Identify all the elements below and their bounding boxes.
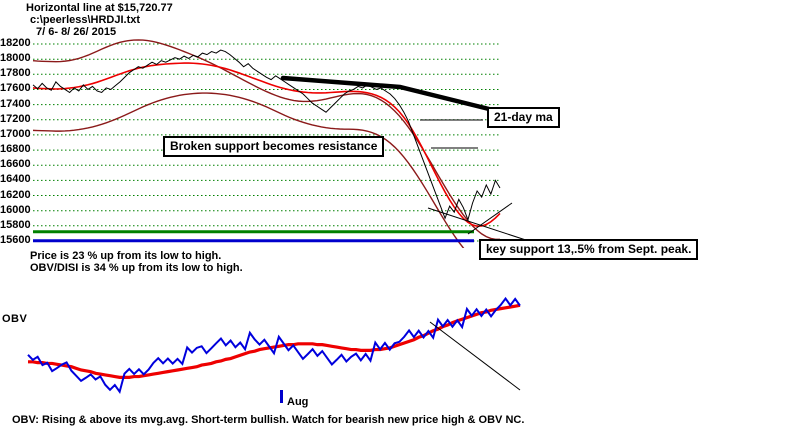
y-axis-tick-label: 18200 — [0, 37, 31, 49]
aug-tick-label: Aug — [287, 396, 309, 408]
obv-range-stat: OBV/DISI is 34 % up from its low to high… — [30, 262, 243, 274]
y-axis-tick-label: 15600 — [0, 234, 31, 246]
moving-average-line — [32, 62, 501, 227]
y-axis-tick-label: 16600 — [0, 158, 31, 171]
y-axis-tick-label: 15800 — [0, 218, 31, 231]
y-axis-tick-label: 16200 — [0, 188, 31, 201]
obv-footer-note: OBV: Rising & above its mvg.avg. Short-t… — [12, 414, 525, 426]
price-range-stat: Price is 23 % up from its low to high. — [30, 250, 222, 262]
price-chart-svg — [32, 39, 536, 248]
y-axis-tick-label: 16800 — [0, 143, 31, 156]
date-range-label: 7/ 6- 8/ 26/ 2015 — [36, 26, 117, 38]
aug-tick-mark — [280, 390, 283, 403]
y-axis-tick-label: 16000 — [0, 203, 31, 216]
obv-chart-panel — [0, 288, 800, 398]
price-chart-panel: 18200 18000 17800 17600 17400 17200 17000 16800… — [0, 38, 800, 248]
price-line — [32, 49, 501, 222]
y-axis-tick-label: 17200 — [0, 112, 31, 125]
obv-moving-average-line — [28, 303, 521, 379]
gridline-group — [33, 43, 500, 242]
y-axis-tick-label: 17000 — [0, 127, 31, 140]
obv-axis-label: OBV — [2, 313, 28, 325]
obv-trendline — [429, 321, 521, 391]
data-file-path: c:\peerless\HRDJI.txt — [30, 14, 141, 26]
support-lines-group — [33, 230, 474, 243]
obv-chart-svg — [27, 296, 521, 395]
y-axis-tick-label: 17600 — [0, 82, 31, 95]
callout-key-support[interactable]: key support 13,.5% from Sept. peak. — [479, 239, 699, 260]
annotation-pointer-group — [280, 75, 536, 244]
obv-line — [27, 296, 521, 395]
y-axis-tick-label: 17400 — [0, 97, 31, 110]
y-axis-tick-label: 17800 — [0, 67, 31, 80]
chart-title: Horizontal line at $15,720.77 — [26, 2, 173, 14]
callout-broken-support[interactable]: Broken support becomes resistance — [163, 136, 385, 157]
y-axis-tick-label: 16400 — [0, 173, 31, 186]
y-axis-tick-label: 18000 — [0, 52, 31, 65]
callout-21-day-ma[interactable]: 21-day ma — [487, 107, 560, 128]
